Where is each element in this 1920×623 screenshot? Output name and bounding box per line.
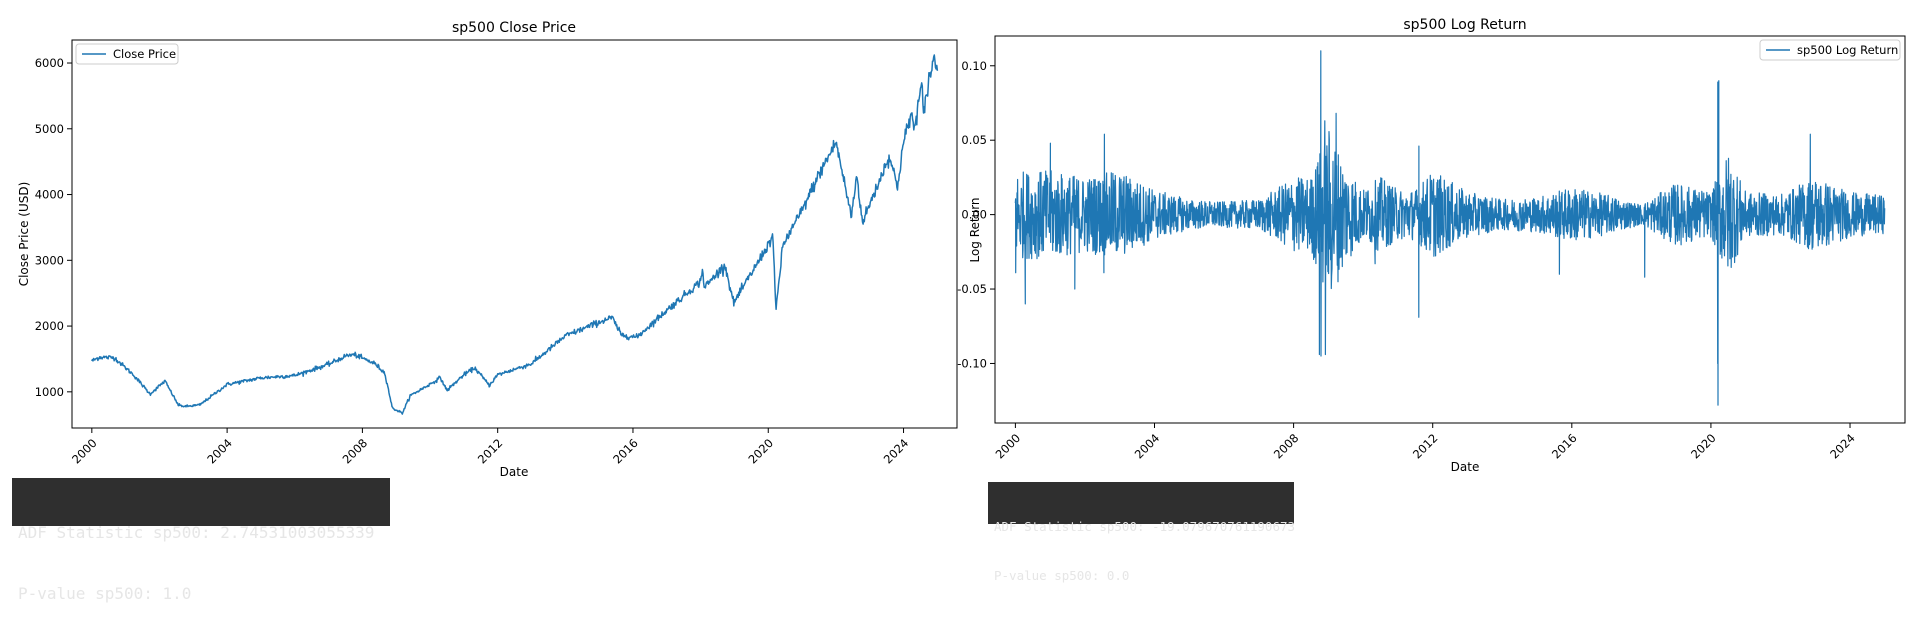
x-tick-label: 2000 [993,431,1024,462]
x-tick-label: 2012 [475,436,506,467]
y-tick-label: 5000 [35,122,64,136]
y-tick-label: 0.10 [961,59,987,73]
log-return-legend: sp500 Log Return [1759,39,1901,61]
adf-output-log-return: ADF Statistic sp500: -19.079670761190673… [988,482,1295,583]
x-tick-label: 2020 [745,436,776,467]
x-tick-label: 2020 [1688,431,1719,462]
close-price-panel: sp500 Close Price 2000 2004 2008 2012 2016 20… [17,20,958,479]
y-tick-label: 6000 [35,56,64,70]
y-tick-label: -0.10 [957,356,987,370]
x-tick-label: 2024 [881,436,912,467]
y-tick-label: 0.00 [961,208,987,222]
x-tick-label: 2008 [1271,431,1302,462]
close-price-legend-box [75,43,179,65]
x-tick-label: 2000 [69,436,100,467]
log-return-x-axis: 2000 2004 2008 2012 2016 2020 2024 [993,423,1858,462]
p-value-line: P-value sp500: 0.0 [994,568,1130,583]
x-tick-label: 2016 [610,436,641,467]
close-price-legend-label: Close Price [113,47,176,61]
x-tick-label: 2024 [1827,431,1858,462]
log-return-panel: sp500 Log Return 2000 2004 2008 2012 2016 202… [957,17,1906,474]
close-price-plot-frame [71,39,958,429]
x-tick-label: 2004 [204,436,235,467]
x-tick-label: 2012 [1410,431,1441,462]
log-return-line [1014,50,1886,406]
y-tick-label: 1000 [35,385,64,399]
log-return-legend-box [1759,39,1901,61]
log-return-plot-frame [994,35,1906,424]
y-tick-label: -0.05 [957,282,987,296]
log-return-legend-label: sp500 Log Return [1797,43,1898,57]
adf-statistic-line: ADF Statistic sp500: 2.74531003055339 [18,523,375,542]
x-tick-label: 2004 [1132,431,1163,462]
p-value-line: P-value sp500: 1.0 [18,584,192,604]
log-return-x-axis-label: Date [1451,460,1480,474]
log-return-y-axis: -0.10 -0.05 0.00 0.05 0.10 [957,59,995,370]
y-tick-label: 3000 [35,253,64,267]
adf-statistic-line: ADF Statistic sp500: -19.079670761190673 [994,519,1296,534]
x-tick-label: 2016 [1549,431,1580,462]
close-price-series-layer [91,54,939,415]
adf-output-close-price: ADF Statistic sp500: 2.74531003055339 P-… [12,478,390,603]
close-price-x-axis: 2000 2004 2008 2012 2016 2020 2024 [69,428,911,467]
close-price-y-axis: 1000 2000 3000 4000 5000 6000 [35,56,72,399]
figure: sp500 Close Price 2000 2004 2008 2012 2016 20… [17,17,1906,479]
log-return-chart-title: sp500 Log Return [1403,17,1526,33]
x-tick-label: 2008 [340,436,371,467]
log-return-series-layer [1014,50,1886,406]
close-price-legend: Close Price [75,43,179,65]
close-price-line [91,54,939,415]
close-price-chart-title: sp500 Close Price [452,20,576,36]
y-tick-label: 4000 [35,188,64,202]
y-tick-label: 0.05 [961,133,987,147]
close-price-x-axis-label: Date [500,465,529,479]
y-tick-label: 2000 [35,319,64,333]
log-return-y-axis-label: Log Return [968,197,982,262]
close-price-y-axis-label: Close Price (USD) [17,182,31,287]
